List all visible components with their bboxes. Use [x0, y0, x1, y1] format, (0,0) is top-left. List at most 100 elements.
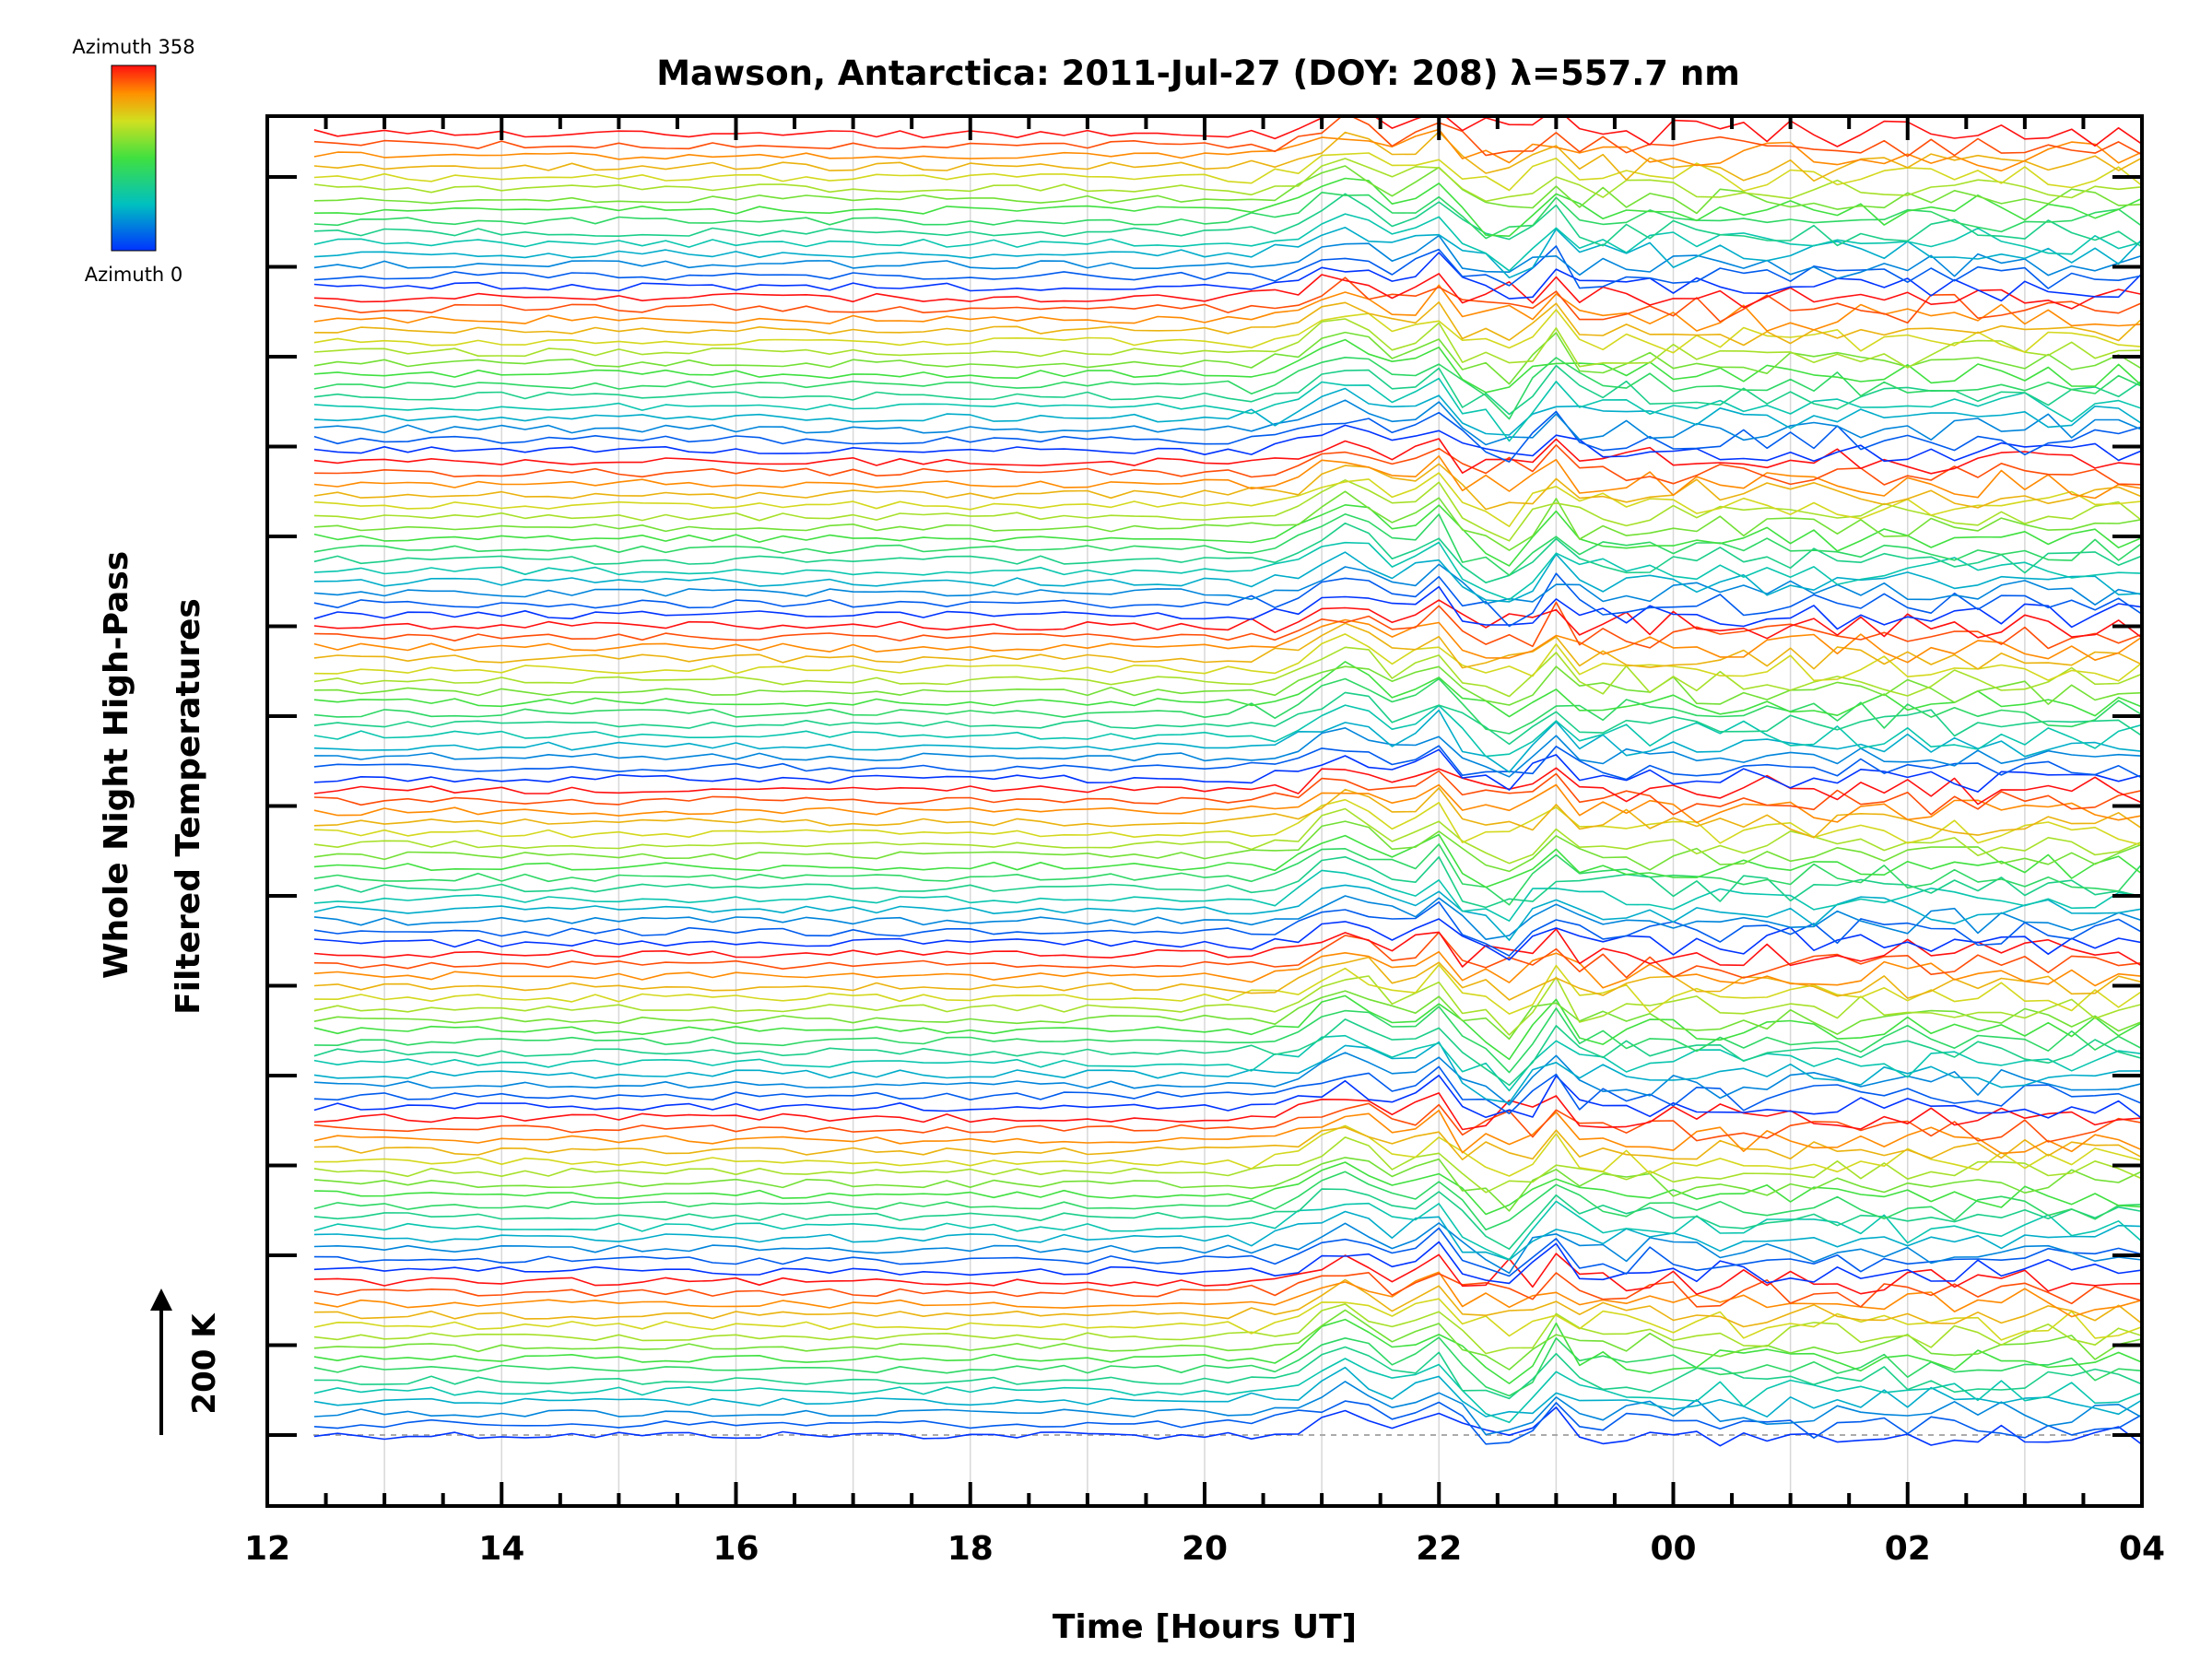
x-tick-label: 14	[478, 1530, 524, 1568]
trace-line	[313, 618, 2142, 664]
trace-line	[313, 633, 2142, 682]
trace-line	[313, 213, 2142, 272]
trace-line	[313, 399, 2142, 446]
trace-line	[313, 572, 2142, 628]
trace-line	[313, 1188, 2142, 1250]
trace-line	[313, 356, 2142, 420]
trace-line	[313, 1200, 2142, 1261]
x-tick-label: 18	[947, 1530, 994, 1568]
trace-line	[313, 1041, 2142, 1104]
trace-line	[313, 869, 2142, 923]
trace-line	[313, 622, 2142, 670]
x-tick-label: 22	[1416, 1530, 1462, 1568]
y-axis-label-line2: Filtered Temperatures	[170, 598, 207, 1015]
trace-line	[313, 661, 2142, 718]
trace-line	[313, 833, 2142, 888]
trace-line	[313, 975, 2142, 1036]
trace-line	[313, 454, 2142, 500]
x-tick-label: 12	[244, 1530, 290, 1568]
colorbar-top-label: Azimuth 358	[72, 36, 194, 58]
trace-line	[313, 783, 2142, 824]
trace-line	[313, 284, 2142, 332]
trace-line	[313, 895, 2142, 941]
trace-line	[313, 1052, 2142, 1106]
trace-line	[313, 522, 2142, 584]
trace-line	[313, 165, 2142, 215]
trace-line	[313, 964, 2142, 1015]
trace-line	[313, 472, 2142, 528]
colorbar: Azimuth 358 Azimuth 0	[72, 36, 194, 286]
trace-line	[313, 1092, 2142, 1131]
trace-line	[313, 227, 2142, 279]
trace-line	[313, 551, 2142, 603]
tick-marks	[265, 116, 2144, 1506]
trace-line	[313, 512, 2142, 576]
trace-line	[313, 646, 2142, 698]
trace-line	[313, 193, 2142, 248]
trace-line	[313, 798, 2142, 846]
trace-line	[313, 309, 2142, 354]
trace-line	[313, 726, 2142, 778]
colorbar-gradient	[111, 65, 157, 252]
trace-line	[313, 820, 2142, 873]
trace-line	[313, 1366, 2142, 1418]
trace-line	[313, 1136, 2142, 1194]
trace-line	[313, 1075, 2142, 1120]
trace-line	[313, 665, 2142, 706]
scale-bar: 200 K	[150, 1288, 223, 1435]
trace-line	[313, 691, 2142, 746]
trace-line	[313, 1278, 2142, 1328]
trace-line	[313, 234, 2142, 280]
trace-line	[313, 585, 2142, 630]
trace-line	[313, 1222, 2142, 1275]
trace-line	[313, 950, 2142, 989]
trace-line	[313, 273, 2142, 310]
x-tick-label: 20	[1182, 1530, 1228, 1568]
trace-line	[313, 1102, 2142, 1143]
trace-line	[313, 116, 2142, 158]
trace-line	[313, 116, 2142, 147]
trace-line	[313, 928, 2142, 968]
scale-bar-arrowhead	[150, 1288, 172, 1311]
trace-line	[313, 1298, 2142, 1341]
trace-line	[313, 1065, 2142, 1114]
trace-line	[313, 990, 2142, 1041]
trace-line	[313, 152, 2142, 192]
trace-line	[313, 478, 2142, 542]
trace-line	[313, 1110, 2142, 1155]
trace-line	[313, 252, 2142, 302]
trace-line	[313, 1303, 2142, 1355]
trace-line	[313, 424, 2142, 463]
trace-line	[313, 1018, 2142, 1087]
trace-line	[313, 1318, 2142, 1384]
trace-line	[313, 1157, 2142, 1212]
trace-line	[313, 994, 2142, 1061]
trace-line	[313, 1346, 2142, 1400]
x-tick-label: 00	[1650, 1530, 1696, 1568]
trace-line	[313, 843, 2142, 906]
trace-line	[313, 1227, 2142, 1277]
x-tick-label: 16	[712, 1530, 759, 1568]
traces	[313, 116, 2142, 1447]
trace-line	[313, 438, 2142, 475]
trace-line	[313, 855, 2142, 909]
trace-line	[313, 300, 2142, 347]
trace-line	[313, 443, 2142, 486]
trace-line	[313, 1124, 2142, 1177]
trace-line	[313, 677, 2142, 735]
trace-line	[313, 377, 2142, 442]
trace-line	[313, 1171, 2142, 1231]
trace-line	[313, 599, 2142, 640]
trace-line	[313, 503, 2142, 567]
x-tick-labels: 12 14 16 18 20 22 00 02 04	[244, 1530, 2165, 1568]
trace-line	[313, 787, 2142, 839]
trace-line	[313, 318, 2142, 369]
trace-line	[313, 918, 2142, 961]
trace-line	[313, 131, 2142, 182]
trace-line	[313, 463, 2142, 511]
trace-line	[313, 1358, 2142, 1424]
y-axis-label-line1: Whole Night High-Pass	[98, 551, 135, 979]
trace-line	[313, 956, 2142, 1001]
scale-bar-label: 200 K	[186, 1312, 223, 1415]
